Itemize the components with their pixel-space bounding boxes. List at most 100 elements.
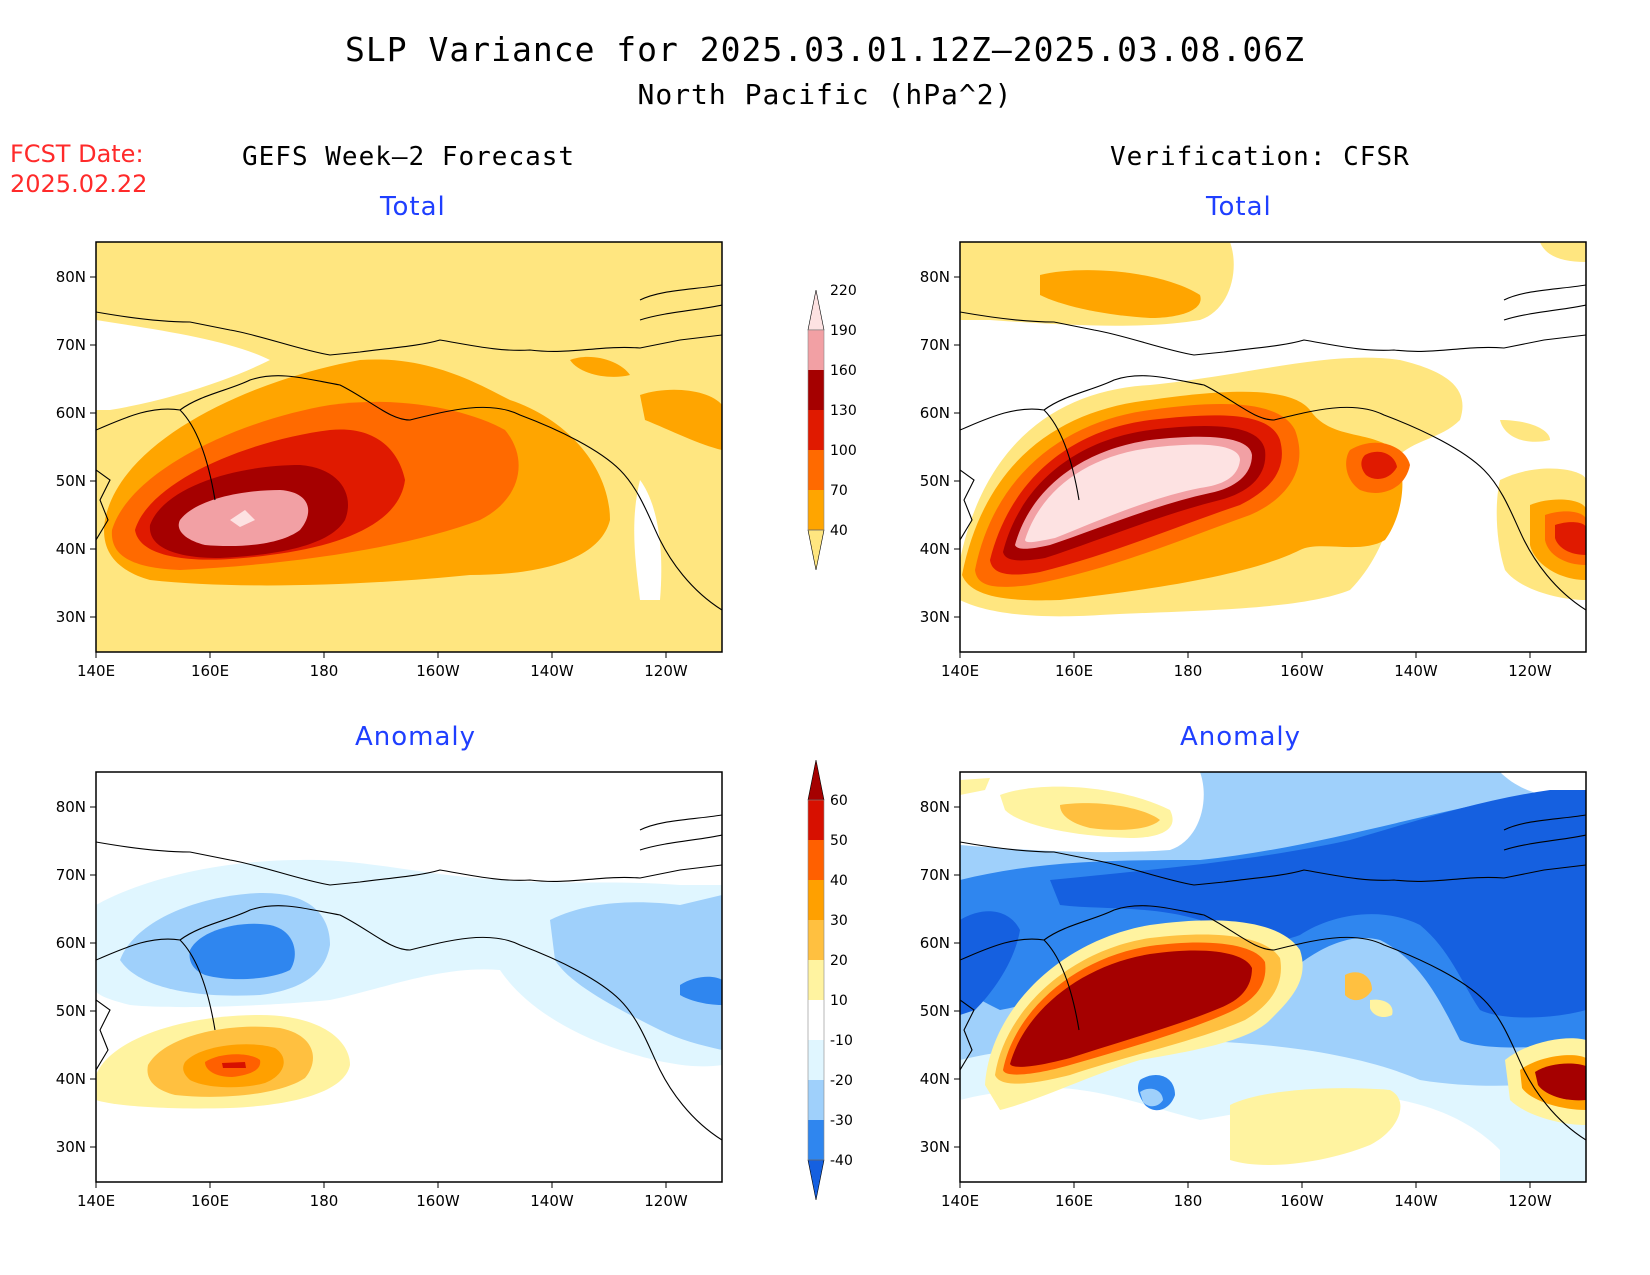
lat-label: 30N: [920, 1138, 950, 1156]
lon-label: 160E: [1055, 662, 1093, 680]
lat-label: 80N: [920, 798, 950, 816]
colorbar-swatch: [808, 450, 824, 490]
lon-label: 120W: [644, 1192, 688, 1210]
lat-label: 60N: [56, 934, 86, 952]
lat-label: 70N: [920, 336, 950, 354]
field-70-arctic: [1040, 270, 1201, 318]
lon-label: 180: [1174, 662, 1203, 680]
field-60-main: [1010, 950, 1252, 1067]
field-10-south: [1230, 1088, 1401, 1165]
colorbar-tick-label: 40: [830, 873, 848, 889]
field-130-east: [1555, 522, 1586, 555]
colorbar-swatch: [808, 1000, 824, 1040]
figure-title-line1: SLP Variance for 2025.03.01.12Z–2025.03.…: [345, 30, 1305, 69]
lon-label: 140E: [77, 662, 115, 680]
coastline-cfsr-total: [960, 284, 1586, 611]
lon-label: 160W: [416, 1192, 460, 1210]
coastline-gefs-total: [96, 284, 722, 611]
coastlines: [96, 284, 1586, 1141]
lat-label: 70N: [56, 866, 86, 884]
lon-label: 140E: [77, 1192, 115, 1210]
colorbar-cap-bottom: [807, 1159, 825, 1201]
colorbar-swatch: [808, 880, 824, 920]
field-130-blob: [1361, 451, 1397, 479]
lon-label: 140W: [1394, 1192, 1438, 1210]
field-50: [222, 1062, 246, 1068]
colorbar-swatch: [808, 410, 824, 450]
field-40-north-mid: [1500, 420, 1550, 442]
colorbar-tick-label: 10: [830, 993, 848, 1009]
lat-label: 30N: [56, 608, 86, 626]
lat-label: 50N: [920, 472, 950, 490]
field-minus30: [189, 923, 295, 980]
frame-cfsr-anomaly: [959, 771, 1587, 1183]
lat-label: 50N: [56, 1002, 86, 1020]
fcst-date-value: 2025.02.22: [10, 170, 148, 198]
lon-label: 160E: [1055, 1192, 1093, 1210]
field-220: [230, 510, 255, 527]
lat-label: 80N: [56, 268, 86, 286]
axes-layer: 80N 70N 60N 50N 40N 30N 140E 160E 180 160W 140W 120…: [56, 268, 1552, 1210]
field-minus20-east: [550, 895, 722, 1050]
lon-label: 180: [1174, 1192, 1203, 1210]
lon-label: 140W: [1394, 662, 1438, 680]
lon-label: 120W: [644, 662, 688, 680]
colorbar-tick-label: 220: [830, 283, 857, 299]
coastline-gefs-anomaly: [96, 814, 722, 1141]
lat-label: 40N: [920, 1070, 950, 1088]
colorbar-cap-top: [807, 289, 825, 331]
colorbar-tick-label: 50: [830, 833, 848, 849]
field-minus40-main: [1050, 790, 1586, 1018]
field-20-top: [1060, 803, 1160, 830]
frame-gefs-anomaly: [95, 771, 723, 1183]
colorbar-frame: [807, 329, 825, 531]
lat-label: 60N: [920, 404, 950, 422]
colorbar-tick-label: 190: [830, 323, 857, 339]
field-70-arctic: [570, 356, 630, 377]
field-below-40: [96, 320, 270, 410]
figure-title-line2-visible: North Pacific (hPa^2): [637, 78, 1013, 111]
frame-cfsr-total: [959, 241, 1587, 653]
field-20-blob: [1345, 972, 1372, 1001]
panel-title-gefs-total: Total: [380, 192, 446, 222]
lat-label: 70N: [56, 336, 86, 354]
lat-label: 40N: [920, 540, 950, 558]
lat-label: 60N: [920, 934, 950, 952]
lat-label: 50N: [920, 1002, 950, 1020]
colorbar-cap-bottom: [807, 529, 825, 571]
lon-label: 140W: [530, 1192, 574, 1210]
lat-label: 30N: [920, 608, 950, 626]
field-below-40-east: [634, 480, 662, 600]
lat-label: 80N: [920, 268, 950, 286]
lat-label: 40N: [56, 540, 86, 558]
colorbar-tick-label: -40: [830, 1153, 853, 1169]
frame-gefs-total: [95, 241, 723, 653]
colorbar-swatch: [808, 490, 824, 530]
field-minus20-dot: [570, 908, 590, 918]
lat-label: 70N: [920, 866, 950, 884]
coastline-cfsr-anomaly: [960, 814, 1586, 1141]
lat-label: 40N: [56, 1070, 86, 1088]
colorbar-swatch: [808, 1080, 824, 1120]
right-column-header: Verification: CFSR: [1110, 142, 1410, 172]
colorbar-swatch: [808, 370, 824, 410]
panel-title-cfsr-total: Total: [1206, 192, 1272, 222]
colorbar-tick-label: 60: [830, 793, 848, 809]
field-40-arctic-east: [1540, 242, 1586, 262]
colorbar-swatch: [808, 800, 824, 840]
panel-title-gefs-anomaly: Anomaly: [355, 722, 477, 752]
colorbar-tick-label: 20: [830, 953, 848, 969]
map-cfsr-anomaly: [960, 772, 1586, 1182]
lat-label: 80N: [56, 798, 86, 816]
colorbar-anomaly: -40 -30 -20 -10 10 20 30 40 50 60: [807, 759, 853, 1201]
map-cfsr-total: [960, 242, 1586, 652]
colorbar-tick-label: -30: [830, 1113, 853, 1129]
lon-label: 160E: [191, 662, 229, 680]
colorbar-tick-label: 30: [830, 913, 848, 929]
lon-label: 160E: [191, 1192, 229, 1210]
colorbar-swatch: [808, 330, 824, 370]
colorbar-tick-label: -20: [830, 1073, 853, 1089]
lon-label: 180: [310, 662, 339, 680]
field-60-east: [1535, 1063, 1586, 1101]
fcst-date-label: FCST Date:: [10, 140, 144, 168]
